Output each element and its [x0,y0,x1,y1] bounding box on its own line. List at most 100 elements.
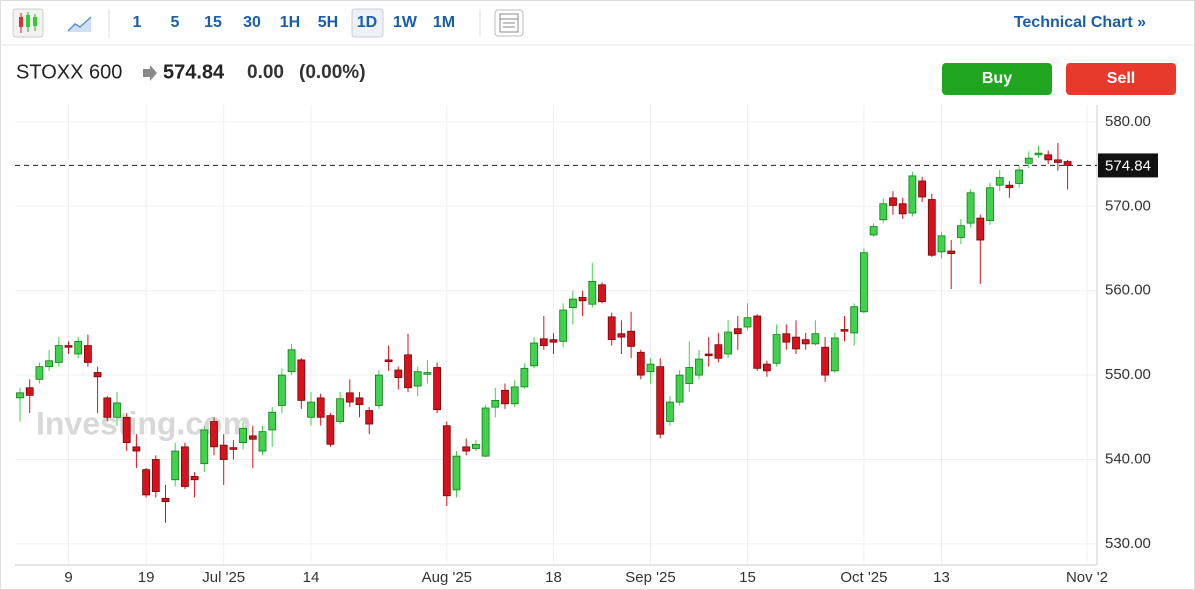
candle-body [423,372,432,375]
candle-body [452,455,461,491]
technical-chart-link[interactable]: Technical Chart » [1014,14,1146,31]
change: 0.00 [247,62,284,83]
candle-body [811,333,820,345]
candle-body [307,401,315,418]
candle-body [976,217,985,241]
selected-interval [351,8,384,38]
candle-body [491,400,500,408]
candle-body [520,367,529,388]
watermark: Investing.com [36,405,251,441]
plot-area: Investing.com [15,105,1097,565]
candle-body [248,435,257,440]
candle-body [1044,154,1053,161]
candle-body [850,306,859,334]
candle-body [113,402,121,418]
candle-body [258,431,267,452]
candle-body [539,338,548,346]
candle-body [35,366,44,380]
candle-body [384,359,393,362]
candle-body [54,345,63,363]
change-percent: (0.00%) [299,62,366,83]
candle-body [724,331,732,355]
candle-body [598,284,606,303]
candle-body [889,197,897,206]
candle-body [627,330,635,347]
candle-body [442,425,451,497]
x-tick-label: Nov '2 [1066,569,1108,586]
layout-icon[interactable] [494,9,524,37]
candle-body [957,225,965,238]
interval-button[interactable]: 1H [280,14,300,31]
candle-body [966,192,975,224]
candle-body [675,374,684,403]
candle-body [413,371,422,387]
unchanged-arrow [143,65,157,81]
interval-button[interactable]: 1 [133,14,142,31]
interval-group: 1 5 15 30 1H 5H 1D 1W 1M [133,14,456,31]
interval-button[interactable]: 5 [171,14,180,31]
line-icon[interactable] [67,16,92,32]
candle-body [501,389,509,405]
y-tick-label: 560.00 [1105,282,1151,299]
interval-button[interactable]: 1M [433,14,455,31]
candle-body [559,309,568,342]
interval-button[interactable]: 30 [243,14,261,31]
candle-body [714,344,723,359]
candle-body [636,351,645,376]
sell-label[interactable]: Sell [1107,70,1135,87]
candle-body [171,450,180,481]
candle-body [869,226,878,236]
y-tick-label: 530.00 [1105,535,1151,552]
candle-body [200,429,209,465]
last-price-tag [1098,153,1158,178]
candle-body [549,339,558,343]
candle-body [25,387,34,396]
candle-body [336,398,345,422]
candle-body [277,374,286,406]
candle-body [986,187,994,222]
x-tick-label: Sep '25 [625,569,675,586]
x-tick-label: Jul '25 [202,569,245,586]
buy-label[interactable]: Buy [982,70,1012,87]
candle-body [16,392,24,399]
buy-button[interactable]: Buy [942,63,1052,95]
candle-body [268,411,277,431]
candle-body [578,297,587,302]
candle-body [122,416,131,444]
candle-body [743,317,752,328]
price: 574.84 [163,61,225,83]
interval-button[interactable]: 1W [393,14,418,31]
candle-body [947,250,956,254]
candle-body [374,374,383,406]
candle-body [918,180,926,198]
candle-body [190,475,199,481]
last-price-label: 574.84 [1105,157,1151,174]
candle-body [365,410,374,425]
candle-body [219,444,228,460]
candle-body [394,369,403,379]
candle-body [287,349,296,373]
interval-button[interactable]: 15 [204,14,222,31]
candle-body [656,366,665,435]
candle-body [763,363,771,372]
interval-button[interactable]: 1D [357,14,377,31]
x-tick-label: Aug '25 [422,569,472,586]
candle-body [471,443,480,449]
candle-icon[interactable] [12,8,44,38]
x-tick-label: 9 [64,569,72,586]
y-tick-label: 570.00 [1105,197,1151,214]
candle-body [151,459,160,492]
candle-body [481,407,490,457]
candle-body [93,372,102,378]
candle-body [210,421,218,448]
candle-body [937,235,946,253]
candle-body [685,367,694,384]
candle-body [510,386,519,405]
candle-body [45,360,53,368]
candle-body [569,298,577,308]
candle-body [733,328,742,335]
candle-body [404,354,412,389]
interval-button[interactable]: 5H [318,14,338,31]
sell-button[interactable]: Sell [1066,63,1176,95]
